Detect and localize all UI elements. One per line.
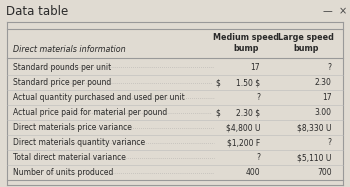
Text: 17: 17: [322, 93, 331, 102]
Text: 1.50 $: 1.50 $: [236, 78, 260, 87]
Text: ?: ?: [256, 153, 260, 162]
Text: 2.30 $: 2.30 $: [236, 108, 260, 117]
Text: ?: ?: [256, 93, 260, 102]
Text: Standard price per pound: Standard price per pound: [13, 78, 112, 87]
Text: $: $: [216, 108, 221, 117]
Text: 3.00: 3.00: [315, 108, 331, 117]
Text: —: —: [322, 6, 332, 16]
Text: $5,110 U: $5,110 U: [297, 153, 331, 162]
Text: $4,800 U: $4,800 U: [225, 123, 260, 132]
Text: ×: ×: [338, 6, 346, 16]
Text: Total direct material variance: Total direct material variance: [13, 153, 126, 162]
Text: Direct materials information: Direct materials information: [13, 45, 126, 54]
Text: $1,200 F: $1,200 F: [227, 138, 260, 147]
Text: $: $: [216, 78, 221, 87]
Text: ?: ?: [328, 138, 331, 147]
Text: 400: 400: [245, 168, 260, 177]
Text: bump: bump: [293, 44, 319, 53]
Text: 2.30: 2.30: [315, 78, 331, 87]
Text: $8,330 U: $8,330 U: [297, 123, 331, 132]
Text: Direct materials price variance: Direct materials price variance: [13, 123, 132, 132]
Text: 700: 700: [317, 168, 331, 177]
Text: Large speed: Large speed: [278, 33, 334, 42]
Text: Data table: Data table: [6, 5, 69, 18]
Text: ?: ?: [328, 63, 331, 72]
Text: Direct materials quantity variance: Direct materials quantity variance: [13, 138, 146, 147]
Text: Actual quantity purchased and used per unit: Actual quantity purchased and used per u…: [13, 93, 185, 102]
Text: 17: 17: [251, 63, 260, 72]
Text: Medium speed: Medium speed: [214, 33, 279, 42]
Text: Standard pounds per unit: Standard pounds per unit: [13, 63, 112, 72]
Text: Number of units produced: Number of units produced: [13, 168, 114, 177]
Text: Actual price paid for material per pound: Actual price paid for material per pound: [13, 108, 168, 117]
Text: bump: bump: [234, 44, 259, 53]
